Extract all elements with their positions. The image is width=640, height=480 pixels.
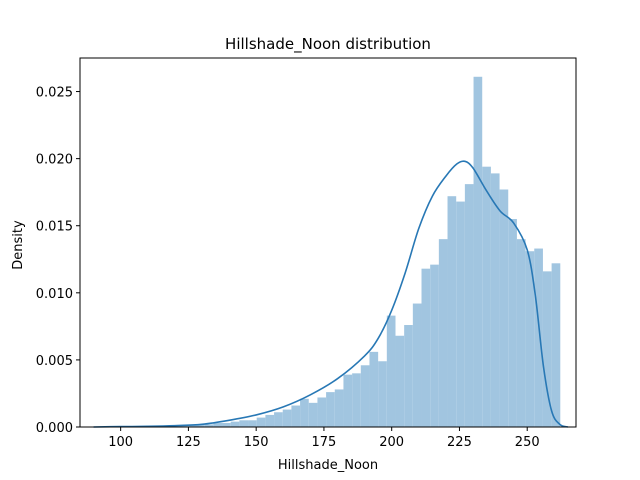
x-tick-label: 250 — [515, 435, 540, 450]
histogram-bar — [265, 414, 275, 427]
histogram-bar — [256, 417, 266, 427]
histogram-bar — [464, 184, 474, 427]
histogram-bar — [230, 421, 240, 427]
x-axis-ticks: 100 125 150 175 200 225 250 — [108, 427, 540, 450]
histogram-bar — [499, 189, 509, 427]
kde-line — [93, 160, 569, 428]
y-tick-label: 0.000 — [36, 421, 73, 436]
chart-title: Hillshade_Noon distribution — [225, 35, 431, 54]
histogram-bar — [274, 412, 283, 427]
histogram-bar — [222, 422, 231, 427]
histogram-bar — [334, 389, 344, 427]
histogram-bar — [386, 315, 396, 427]
y-tick-label: 0.020 — [36, 153, 73, 168]
histogram-bar — [438, 239, 448, 427]
histogram-bar — [282, 409, 292, 427]
histogram-bar — [317, 397, 327, 427]
histogram-bar — [178, 425, 188, 427]
histogram-bar — [525, 251, 535, 427]
y-tick-label: 0.010 — [36, 287, 73, 302]
histogram-bar — [378, 361, 387, 427]
y-axis-ticks: 0.000 0.005 0.010 0.015 0.020 0.025 — [36, 86, 80, 436]
y-axis-label: Density — [11, 220, 26, 270]
x-tick-label: 200 — [379, 435, 404, 450]
histogram-bar — [404, 325, 413, 427]
histogram-bar — [369, 351, 379, 427]
histogram-bar — [326, 392, 335, 427]
histogram-bar — [300, 398, 309, 427]
histogram-bar — [421, 268, 431, 427]
histogram-bar — [187, 424, 197, 427]
histogram-bar — [248, 420, 257, 427]
histogram-bar — [490, 173, 500, 427]
histogram-bar — [456, 201, 465, 427]
histogram-bar — [239, 420, 249, 427]
histogram-bar — [196, 424, 205, 427]
histogram-bar — [360, 365, 370, 427]
histogram-bar — [204, 424, 214, 427]
y-tick-label: 0.015 — [36, 220, 73, 235]
histogram-bar — [551, 263, 561, 427]
histogram-bar — [213, 422, 223, 427]
x-tick-label: 175 — [312, 435, 337, 450]
histogram-bar — [395, 335, 405, 427]
x-tick-label: 100 — [108, 435, 133, 450]
histogram-bar — [473, 76, 483, 427]
histogram-bar — [508, 219, 517, 427]
histogram-bar — [542, 271, 552, 427]
histogram-bar — [516, 239, 526, 427]
x-tick-label: 150 — [244, 435, 269, 450]
histogram-bar — [308, 402, 318, 427]
histogram-bar — [430, 264, 439, 427]
histogram-bar — [343, 374, 353, 427]
plot-frame — [79, 57, 577, 428]
histogram-bar — [482, 166, 491, 428]
histogram-bar — [412, 303, 422, 427]
histogram-bar — [534, 248, 543, 427]
x-axis-label: Hillshade_Noon — [278, 458, 378, 473]
y-tick-label: 0.025 — [36, 86, 73, 101]
histogram-bar — [447, 196, 457, 427]
y-tick-label: 0.005 — [36, 354, 73, 369]
x-tick-label: 125 — [176, 435, 201, 450]
histogram-bar — [291, 405, 301, 427]
histogram-bars — [117, 76, 561, 428]
x-tick-label: 225 — [447, 435, 472, 450]
histogram-bar — [352, 373, 361, 427]
